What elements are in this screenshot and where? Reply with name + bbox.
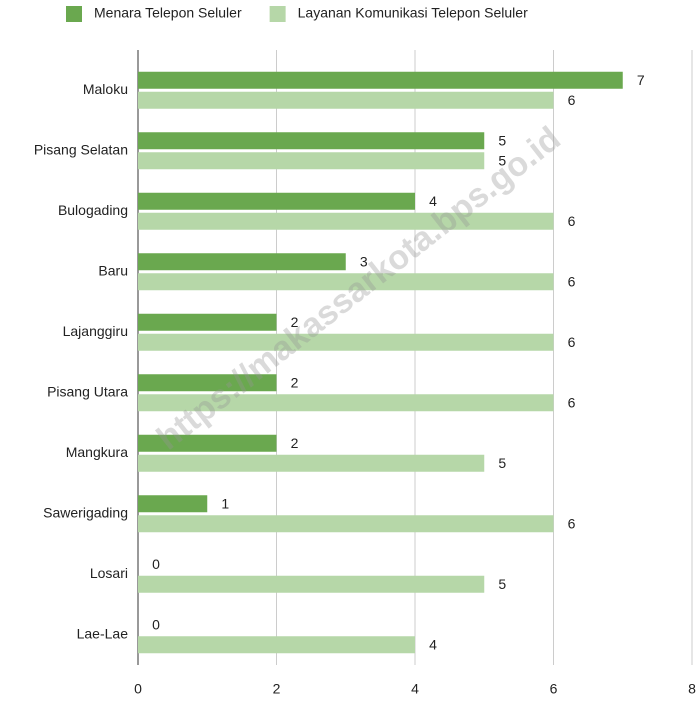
bar <box>138 575 485 593</box>
value-label: 5 <box>498 576 506 592</box>
value-label: 0 <box>152 616 160 632</box>
y-tick-label: Baru <box>98 262 128 278</box>
value-label: 5 <box>498 455 506 471</box>
bar <box>138 212 554 230</box>
bar <box>138 394 554 412</box>
y-tick-label: Mangkura <box>66 444 128 460</box>
bar <box>138 515 554 533</box>
y-tick-label: Pisang Selatan <box>34 141 128 157</box>
value-label: 3 <box>360 253 368 269</box>
value-label: 2 <box>291 435 299 451</box>
value-label: 7 <box>637 72 645 88</box>
value-label: 6 <box>568 92 576 108</box>
y-tick-label: Bulogading <box>58 202 128 218</box>
x-tick-label: 8 <box>688 681 696 697</box>
x-tick-label: 6 <box>550 681 558 697</box>
bar <box>138 374 277 392</box>
value-label: 5 <box>498 152 506 168</box>
bar <box>138 152 485 170</box>
y-tick-label: Lae-Lae <box>77 625 129 641</box>
value-label: 1 <box>221 495 229 511</box>
bar <box>138 636 415 654</box>
bar <box>138 91 554 109</box>
bar <box>138 333 554 351</box>
legend-label: Layanan Komunikasi Telepon Seluler <box>298 5 528 21</box>
value-label: 6 <box>568 334 576 350</box>
y-tick-label: Pisang Utara <box>47 383 128 399</box>
bar <box>138 313 277 331</box>
value-label: 6 <box>568 394 576 410</box>
value-label: 6 <box>568 515 576 531</box>
legend-label: Menara Telepon Seluler <box>94 5 242 21</box>
value-label: 2 <box>291 374 299 390</box>
value-label: 6 <box>568 213 576 229</box>
bar <box>138 454 485 472</box>
y-tick-label: Lajanggiru <box>63 323 128 339</box>
x-tick-label: 4 <box>411 681 419 697</box>
value-label: 0 <box>152 556 160 572</box>
y-tick-label: Maloku <box>83 81 128 97</box>
x-tick-label: 2 <box>273 681 281 697</box>
bar <box>138 71 623 89</box>
y-tick-label: Sawerigading <box>43 504 128 520</box>
bar <box>138 434 277 452</box>
value-label: 2 <box>291 314 299 330</box>
bar <box>138 273 554 291</box>
bar <box>138 253 346 271</box>
x-tick-label: 0 <box>134 681 142 697</box>
legend-swatch <box>66 6 82 22</box>
value-label: 4 <box>429 193 437 209</box>
bar <box>138 192 415 210</box>
value-label: 4 <box>429 636 437 652</box>
legend-swatch <box>269 6 286 22</box>
bar <box>138 132 485 150</box>
value-label: 5 <box>498 132 506 148</box>
y-tick-label: Losari <box>90 565 128 581</box>
bar <box>138 495 208 513</box>
value-label: 6 <box>568 273 576 289</box>
